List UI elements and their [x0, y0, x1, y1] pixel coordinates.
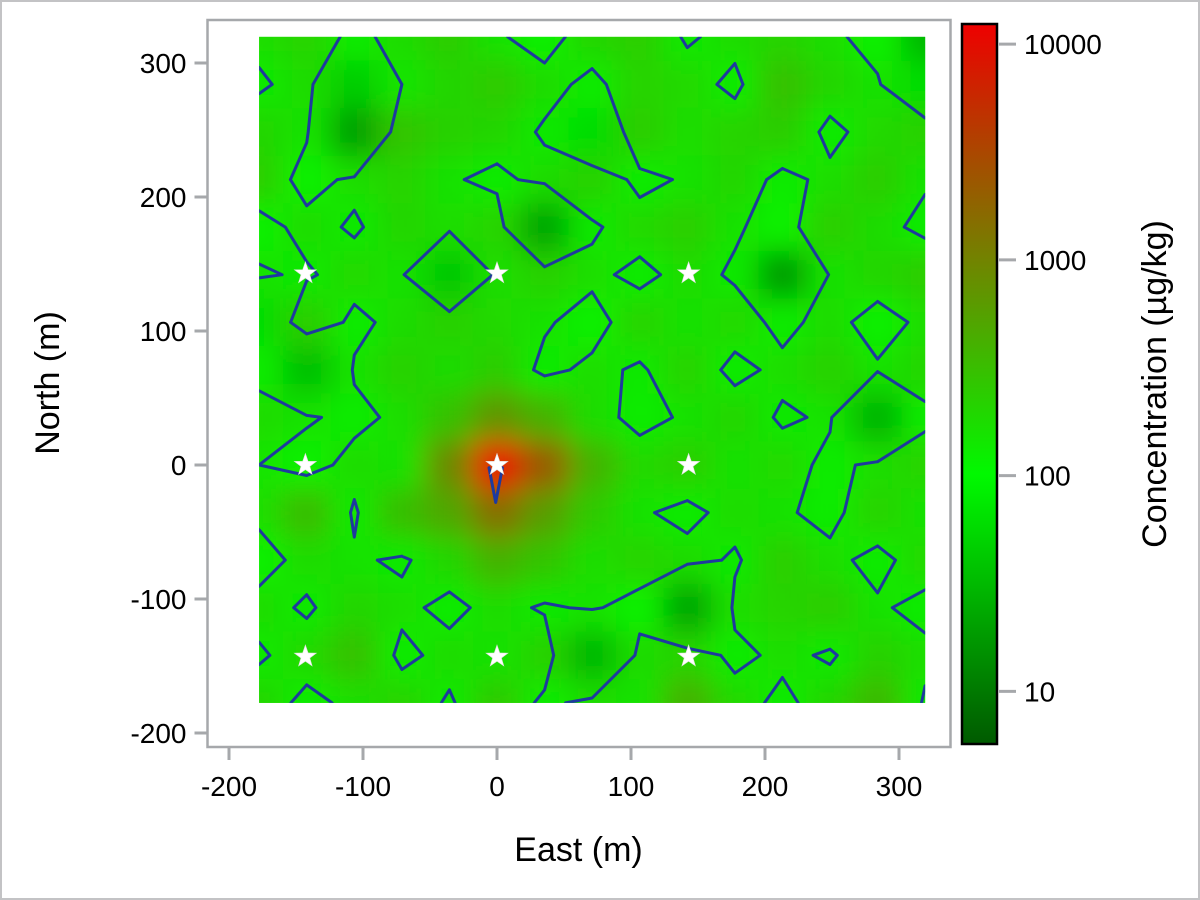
y-tick-label: -200	[130, 718, 186, 749]
colorbar-tick-label: 1000	[1024, 245, 1086, 276]
axes: -200 -100 0 100 200 300 300 200 100 0 -100 -200	[130, 48, 922, 802]
star-marker	[676, 452, 701, 476]
y-tick-label: 100	[140, 316, 187, 347]
y-tick-label: 200	[140, 182, 187, 213]
colorbar-tick-label: 10	[1024, 676, 1055, 707]
star-marker	[485, 644, 509, 667]
x-tick-label: 100	[608, 771, 655, 802]
contour-lines	[259, 36, 926, 703]
colorbar-tick-label: 10000	[1024, 29, 1102, 60]
colorbar-axis: 10000 1000 100 10	[999, 29, 1102, 707]
star-marker	[293, 644, 318, 667]
star-marker	[485, 260, 509, 284]
x-tick-label: 0	[489, 771, 505, 802]
y-tick-label: 300	[140, 48, 187, 79]
x-tick-label: -200	[201, 771, 257, 802]
y-tick-label: -100	[130, 584, 186, 615]
heatmap-layer	[259, 36, 926, 703]
y-axis-title: North (m)	[29, 311, 67, 455]
star-marker	[293, 452, 318, 476]
x-tick-label: 300	[876, 771, 923, 802]
star-marker	[485, 452, 509, 476]
star-marker	[676, 260, 701, 284]
x-tick-label: 200	[742, 771, 789, 802]
colorbar-gradient	[960, 22, 999, 746]
colorbar-tick-label: 100	[1024, 461, 1071, 492]
x-axis-title: East (m)	[514, 831, 643, 869]
colorbar-title: Concentration (µg/kg)	[1136, 220, 1174, 548]
star-marker	[293, 260, 318, 284]
sample-location-markers	[293, 260, 701, 667]
star-marker	[676, 644, 701, 667]
x-tick-label: -100	[335, 771, 391, 802]
y-tick-label: 0	[171, 450, 187, 481]
